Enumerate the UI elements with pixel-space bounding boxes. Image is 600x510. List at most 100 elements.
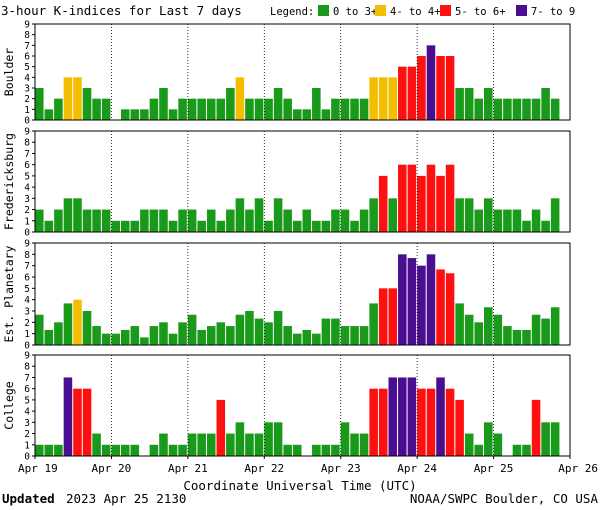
x-tick-label: Apr 21 <box>168 462 208 475</box>
k-index-bar <box>417 265 426 345</box>
k-index-bar <box>378 77 388 120</box>
y-tick-label: 6 <box>24 160 30 171</box>
k-index-bar <box>312 333 321 345</box>
k-index-bar <box>140 337 149 345</box>
y-tick-label: 1 <box>24 329 30 340</box>
y-tick-label: 3 <box>24 194 30 205</box>
legend-entry: 4- to 4+ <box>390 6 441 18</box>
k-index-bar <box>283 326 292 345</box>
legend-label: Legend: <box>270 6 314 18</box>
x-tick-label: Apr 26 <box>558 462 598 475</box>
credit-text: NOAA/SWPC Boulder, CO USA <box>410 491 599 506</box>
y-tick-label: 0 <box>24 452 30 463</box>
k-index-bar <box>417 175 426 232</box>
k-index-bar <box>187 433 197 456</box>
k-index-bar <box>216 322 226 345</box>
panels: 0123456789Boulder0123456789Fredericksbur… <box>2 20 571 463</box>
k-index-bar <box>159 433 168 456</box>
y-tick-label: 7 <box>24 41 30 52</box>
k-index-bar <box>178 322 187 345</box>
k-index-bar <box>388 377 398 456</box>
k-index-bar <box>350 220 359 232</box>
k-index-bar <box>235 422 245 456</box>
k-index-bar <box>359 98 369 120</box>
k-index-bar <box>283 444 292 456</box>
k-index-bar <box>245 433 254 456</box>
k-index-bar <box>398 254 407 345</box>
k-index-bar <box>484 307 493 345</box>
k-index-bar <box>92 433 101 456</box>
k-index-bar <box>359 433 369 456</box>
k-index-bar <box>522 98 531 120</box>
k-index-bar <box>350 326 359 345</box>
y-tick-label: 8 <box>24 362 30 373</box>
k-index-bar <box>206 209 216 232</box>
k-index-bar <box>264 98 273 120</box>
k-index-bar <box>503 209 512 232</box>
k-index-bar <box>331 209 340 232</box>
k-index-bar <box>445 56 455 120</box>
k-index-bar <box>273 311 283 345</box>
k-index-bar <box>493 98 503 120</box>
k-index-bar <box>254 98 264 120</box>
legend-swatch <box>318 5 329 16</box>
k-index-bar <box>331 98 340 120</box>
k-index-bar <box>388 198 398 232</box>
k-index-bar <box>426 45 436 120</box>
k-index-bar <box>254 198 264 232</box>
k-index-bar <box>369 303 378 345</box>
k-index-bar <box>101 98 111 120</box>
k-index-bar <box>436 56 445 120</box>
k-index-bar <box>197 220 206 232</box>
k-index-bar <box>178 98 187 120</box>
chart-title: 3-hour K-indices for Last 7 days <box>1 3 242 18</box>
x-tick-label: Apr 23 <box>321 462 361 475</box>
k-index-bar <box>216 399 226 456</box>
k-index-bar <box>426 254 436 345</box>
k-index-bar <box>197 98 206 120</box>
footer: Updated 2023 Apr 25 2130 NOAA/SWPC Bould… <box>2 491 598 506</box>
k-index-bar <box>226 209 235 232</box>
k-index-bar <box>436 269 445 345</box>
k-index-bar <box>159 209 168 232</box>
k-index-bar <box>54 98 63 120</box>
k-index-bar <box>407 66 417 120</box>
k-index-bar <box>273 198 283 232</box>
k-index-bar <box>283 98 292 120</box>
y-tick-label: 1 <box>24 216 30 227</box>
k-index-bar <box>187 98 197 120</box>
legend-entry: 7- to 9 <box>531 6 575 18</box>
k-index-bar <box>331 318 340 345</box>
k-index-bar <box>436 175 445 232</box>
panel-frame <box>34 23 571 121</box>
k-index-bar <box>206 326 216 345</box>
k-index-bar <box>445 273 455 345</box>
k-index-bar <box>321 109 331 120</box>
k-index-bar <box>302 109 312 120</box>
k-index-bar <box>35 88 44 120</box>
k-index-bar <box>388 288 398 345</box>
k-index-bar <box>378 288 388 345</box>
panel-frame <box>34 242 571 346</box>
k-index-bar <box>340 326 350 345</box>
k-index-bar <box>455 303 464 345</box>
k-index-bar <box>73 299 82 345</box>
k-index-bar <box>417 388 426 456</box>
k-index-bar <box>503 98 512 120</box>
k-index-bar <box>120 220 130 232</box>
k-index-bar <box>321 318 331 345</box>
k-index-bar <box>168 109 178 120</box>
k-index-bar <box>369 77 378 120</box>
k-index-bar <box>82 88 92 120</box>
k-index-bar <box>111 220 120 232</box>
k-index-bar <box>464 433 474 456</box>
panel-label: Est. Planetary <box>2 245 16 342</box>
k-index-bar <box>541 220 550 232</box>
y-tick-label: 0 <box>24 341 30 352</box>
k-index-bar <box>436 377 445 456</box>
k-index-bar <box>101 333 111 345</box>
k-index-bar <box>197 433 206 456</box>
k-index-bar <box>359 209 369 232</box>
